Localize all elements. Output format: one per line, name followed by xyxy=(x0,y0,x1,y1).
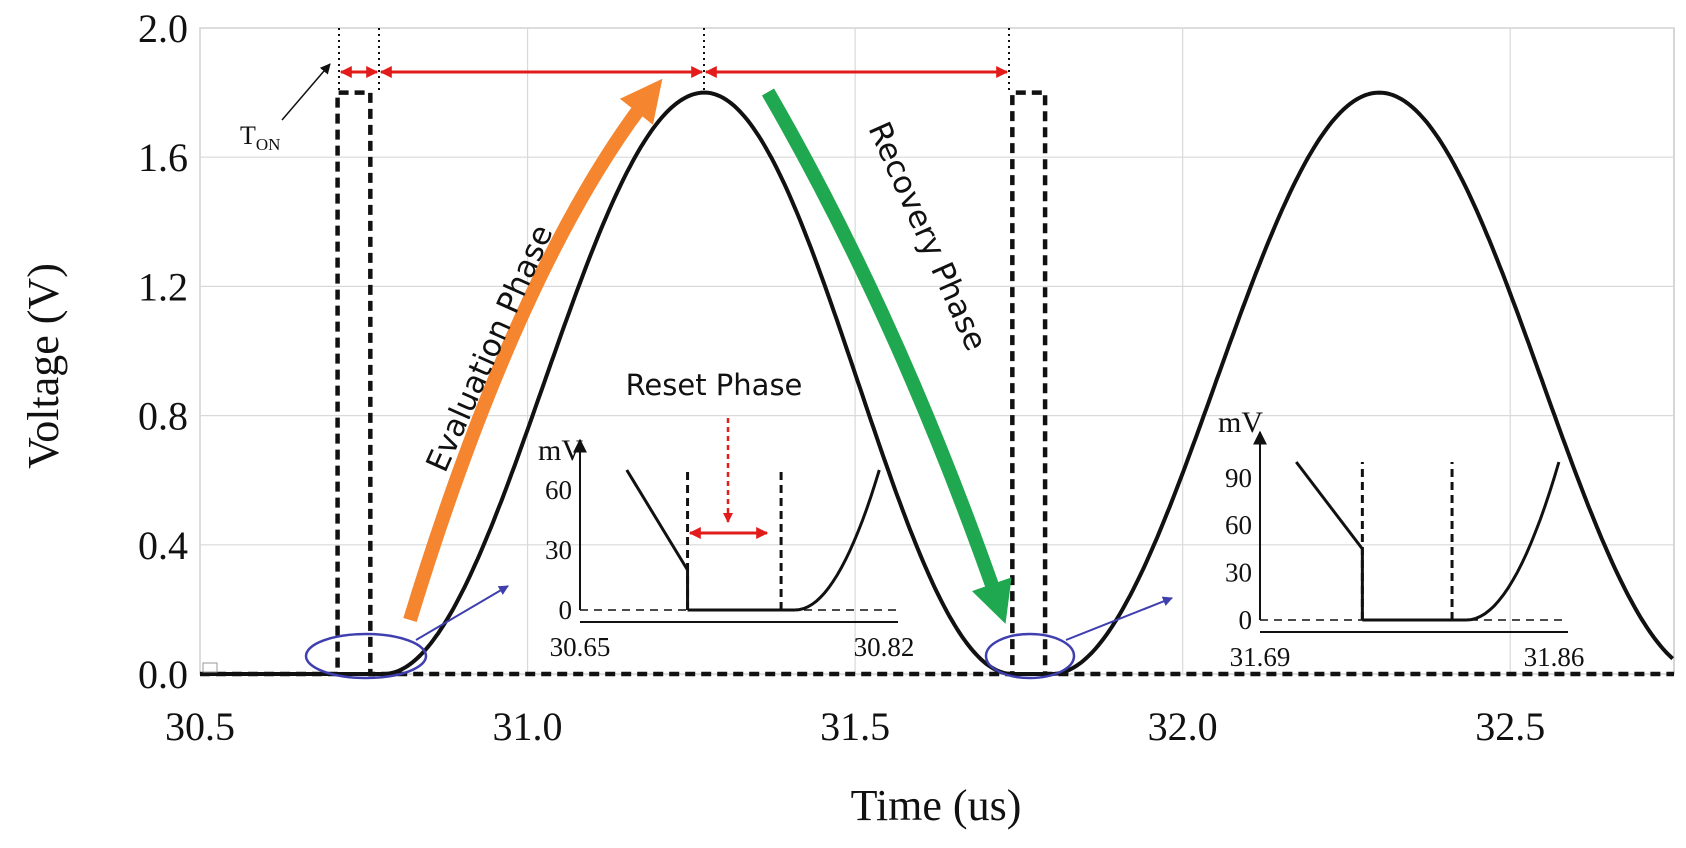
inset-x-tick-label: 30.82 xyxy=(854,632,915,662)
x-tick-label: 31.5 xyxy=(820,704,890,749)
inset-y-tick-label: 90 xyxy=(1225,463,1252,493)
inset-reset-2: mV 0 30 60 90 31.69 31.86 xyxy=(1218,406,1584,672)
x-tick-label: 31.0 xyxy=(493,704,563,749)
x-tick-label: 30.5 xyxy=(165,704,235,749)
grid xyxy=(199,27,1674,675)
inset-y-tick-label: 60 xyxy=(1225,510,1252,540)
inset-rising-curve xyxy=(794,469,881,612)
y-tick-label: 0.4 xyxy=(138,523,188,568)
inset-x-tick-label: 31.86 xyxy=(1524,642,1585,672)
y-tick-label: 2.0 xyxy=(138,6,188,51)
inset-x-tick-label: 31.69 xyxy=(1230,642,1291,672)
inset-reset-1: mV 0 30 60 30.65 30.82 xyxy=(538,434,914,662)
evaluation-phase-arrow xyxy=(403,78,663,623)
reset-phase-label: Reset Phase xyxy=(626,368,803,402)
inset-falling-curve xyxy=(625,469,690,610)
inset-y-tick-label: 30 xyxy=(1225,558,1252,588)
ton-label: TON xyxy=(240,121,280,154)
inset-unit-label: mV xyxy=(538,434,583,467)
zoom-pointer-2 xyxy=(1065,596,1173,641)
inset-y-tick-label: 0 xyxy=(559,595,573,625)
y-tick-label: 1.6 xyxy=(138,135,188,180)
plot-corner-marker xyxy=(202,662,218,673)
inset-y-tick-label: 30 xyxy=(545,535,572,565)
inset-falling-curve xyxy=(1295,461,1364,620)
timing-markers xyxy=(281,28,1010,121)
x-tick-label: 32.0 xyxy=(1148,704,1218,749)
ton-pointer-arrow xyxy=(281,63,331,121)
inset-unit-label: mV xyxy=(1218,406,1263,439)
inset-rising-curve xyxy=(1466,461,1561,622)
y-tick-label: 0.8 xyxy=(138,394,188,439)
pulse-waveform xyxy=(200,90,1674,677)
zoom-region-2 xyxy=(984,632,1076,680)
x-tick-label: 32.5 xyxy=(1475,704,1545,749)
inset-y-tick-label: 0 xyxy=(1239,605,1253,635)
y-axis-title: Voltage (V) xyxy=(19,263,68,469)
inset-x-tick-label: 30.65 xyxy=(550,632,611,662)
zoom-pointer-1 xyxy=(415,585,509,641)
zoom-region-1 xyxy=(304,632,428,680)
inset-y-tick-label: 60 xyxy=(545,475,572,505)
recovery-phase-arrow xyxy=(761,88,1012,624)
x-axis-title: Time (us) xyxy=(851,781,1022,830)
y-tick-label: 1.2 xyxy=(138,264,188,309)
y-tick-label: 0.0 xyxy=(138,652,188,697)
